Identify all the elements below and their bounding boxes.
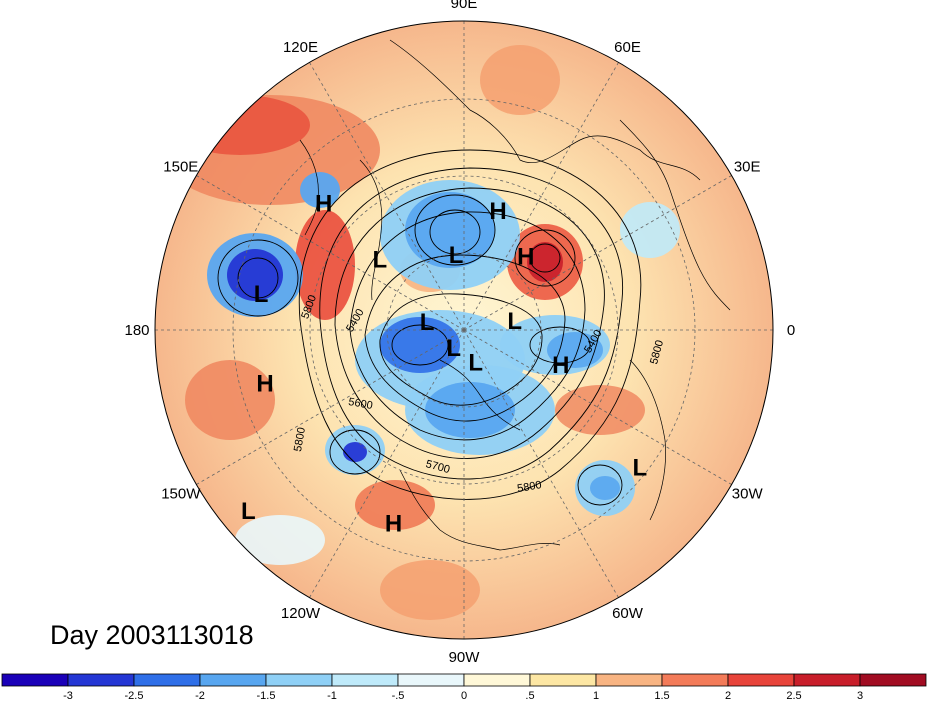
colorbar-tick-label: 3 [857,690,863,702]
colorbar-swatch [1,673,69,687]
low-pressure-marker: L [446,335,461,362]
meridian-label: 150E [163,159,198,176]
colorbar-swatch [397,673,465,687]
meridian-label: 60W [612,605,644,622]
colorbar-swatch [661,673,729,687]
colorbar-swatch [265,673,333,687]
warm-anomaly-india [480,45,560,115]
meridian-label: 30E [734,159,761,176]
coastlines [299,39,731,551]
meridian-label: 0 [787,322,795,339]
map-title: Day 2003113018 [50,620,254,650]
contour-label: 5600 [347,396,373,412]
colorbar-swatch [529,673,597,687]
colorbar-swatch [199,673,267,687]
colorbar-swatch [133,673,201,687]
high-pressure-marker: H [552,352,569,379]
contour-label: 5800 [516,479,542,495]
warm-anomaly-east-asia [295,210,355,320]
high-pressure-marker: H [385,511,402,538]
low-pressure-marker: L [241,498,256,525]
low-pressure-marker: L [449,242,464,269]
colorbar-swatch [463,673,531,687]
colorbar: -3 -2.5 -2 -1.5 -1 -.5 0 .5 1 1.5 2 2.5 3 [1,673,927,702]
cold-anomaly-japan [300,172,340,208]
cold-anomaly-canada-core [425,382,515,438]
cold-anomaly-subtropical-atlantic-core [590,476,620,500]
colorbar-swatch [331,673,399,687]
low-pressure-marker: L [507,308,522,335]
contour-label: 5800 [292,426,308,452]
warm-anomaly-tropics [380,560,480,620]
colorbar-swatch [793,673,861,687]
high-pressure-marker: H [315,191,332,218]
colorbar-swatch [595,673,663,687]
meridian-label: 120E [283,39,318,56]
high-pressure-marker: H [517,243,534,270]
high-pressure-marker: H [489,198,506,225]
meridian-label: 90E [451,0,478,12]
neutral-anomaly-tropical-pacific [235,515,325,565]
warm-anomaly-pacific-core [170,95,310,155]
meridian-label: 120W [281,605,321,622]
colorbar-swatch [67,673,135,687]
cold-anomaly-gulf-alaska-core [343,442,367,462]
colorbar-tick-label: -2.5 [125,690,144,702]
colorbar-tick-label: 0 [461,690,467,702]
cold-anomaly-europe [620,202,680,258]
meridian-label: 90W [449,649,481,666]
warm-anomaly-siberia-core [527,242,563,282]
low-pressure-marker: L [633,454,648,481]
meridian-label: 60E [614,39,641,56]
colorbar-tick-label: -3 [63,690,73,702]
colorbar-tick-label: 1.5 [654,690,669,702]
colorbar-swatch [727,673,795,687]
colorbar-tick-label: .5 [525,690,534,702]
warm-anomaly-atlantic [555,385,645,435]
high-pressure-marker: H [256,370,273,397]
meridian-label: 180 [124,322,149,339]
colorbar-swatch [859,673,927,687]
colorbar-tick-label: -.5 [392,690,405,702]
meridian-label: 30W [732,486,764,503]
colorbar-tick-label: 2.5 [786,690,801,702]
colorbar-tick-label: -1.5 [257,690,276,702]
warm-anomaly-north-pacific [185,360,275,440]
low-pressure-marker: L [468,349,483,376]
low-pressure-marker: L [254,281,269,308]
colorbar-tick-label: -1 [327,690,337,702]
meridian-labels: 90E 60E 30E 0 30W 60W 90W 120W 150W 180 150E 120E [124,0,795,666]
cold-anomaly-siberian-low-core [405,192,495,268]
low-pressure-marker: L [373,246,388,273]
meridian-label: 150W [161,486,201,503]
graticule [155,21,773,639]
colorbar-tick-label: -2 [195,690,205,702]
height-contours [217,149,642,506]
colorbar-tick-label: 2 [725,690,731,702]
colorbar-tick-label: 1 [593,690,599,702]
low-pressure-marker: L [420,309,435,336]
map-boundary [154,20,774,640]
